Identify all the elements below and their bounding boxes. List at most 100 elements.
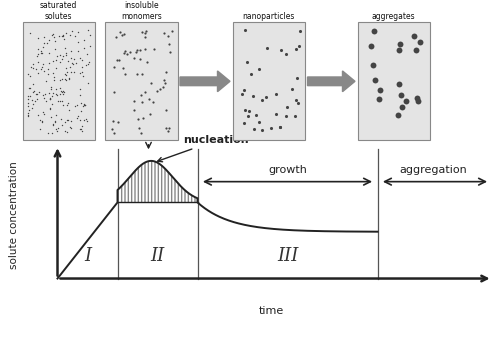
Point <box>59 34 67 39</box>
Point <box>54 126 62 131</box>
Point <box>28 65 36 70</box>
Text: I: I <box>84 247 91 265</box>
Point <box>36 126 44 132</box>
Point <box>238 91 246 97</box>
Point <box>162 107 170 113</box>
Point <box>24 103 32 108</box>
Point <box>32 66 40 72</box>
Point <box>142 90 150 95</box>
Point <box>78 100 86 106</box>
Point <box>122 49 130 54</box>
Point <box>118 32 126 37</box>
Point <box>78 70 86 75</box>
Point <box>46 106 54 112</box>
Point <box>139 116 147 121</box>
Point <box>82 116 90 121</box>
Point <box>82 102 90 107</box>
Point <box>24 110 32 115</box>
Point <box>62 72 70 77</box>
Point <box>292 97 300 103</box>
Point <box>40 40 48 46</box>
Point <box>76 55 84 61</box>
Point <box>168 28 175 34</box>
Point <box>136 56 144 62</box>
Point <box>48 84 56 90</box>
Point <box>32 91 40 97</box>
Point <box>74 29 82 35</box>
Point <box>59 91 67 97</box>
Point <box>52 57 60 63</box>
Point <box>160 80 168 85</box>
Point <box>39 92 47 98</box>
Point <box>142 59 150 64</box>
Point <box>68 61 76 66</box>
Point <box>62 52 70 57</box>
Point <box>50 78 58 83</box>
Point <box>36 51 44 56</box>
Point <box>33 54 41 59</box>
Text: II: II <box>150 247 164 265</box>
Point <box>71 103 79 109</box>
Point <box>37 66 45 72</box>
Point <box>46 96 54 101</box>
Point <box>56 77 64 82</box>
Point <box>84 61 92 67</box>
Point <box>44 72 52 77</box>
Point <box>30 88 38 94</box>
Point <box>28 106 36 111</box>
Point <box>110 130 118 136</box>
Point <box>241 27 249 33</box>
Point <box>120 71 128 77</box>
Point <box>74 39 82 45</box>
Point <box>142 29 150 34</box>
Point <box>248 94 256 99</box>
Point <box>38 119 46 125</box>
Point <box>58 90 66 95</box>
Point <box>132 49 140 55</box>
Point <box>240 107 248 113</box>
Point <box>53 53 61 59</box>
Text: aggregation: aggregation <box>400 165 468 175</box>
Point <box>26 30 34 36</box>
Point <box>395 47 403 52</box>
Point <box>396 41 404 47</box>
Point <box>73 115 81 120</box>
Text: aggregates: aggregates <box>372 12 416 21</box>
Point <box>80 103 88 108</box>
Point <box>60 54 68 59</box>
Point <box>56 99 64 104</box>
Point <box>59 88 67 93</box>
Point <box>67 55 75 61</box>
Text: insoluble
monomers: insoluble monomers <box>121 1 162 21</box>
Point <box>24 100 32 106</box>
Point <box>292 46 300 52</box>
Point <box>56 85 64 90</box>
Bar <box>232 22 305 140</box>
Point <box>52 92 60 98</box>
Point <box>68 48 76 53</box>
Bar <box>358 22 430 140</box>
Point <box>54 128 62 134</box>
Point <box>24 86 32 91</box>
Point <box>369 63 377 68</box>
Point <box>59 102 67 108</box>
Point <box>48 58 56 64</box>
Point <box>76 71 84 76</box>
Point <box>48 90 56 95</box>
Point <box>34 35 42 40</box>
Point <box>66 33 74 38</box>
Point <box>130 55 138 61</box>
Point <box>73 102 81 107</box>
Point <box>58 56 66 61</box>
Point <box>410 33 418 38</box>
Point <box>402 98 409 104</box>
Point <box>34 91 42 97</box>
Point <box>45 38 53 43</box>
Point <box>84 52 92 57</box>
Point <box>240 87 248 93</box>
Point <box>134 125 142 130</box>
Point <box>55 33 63 39</box>
Point <box>50 31 58 37</box>
Point <box>276 125 284 130</box>
Point <box>52 112 60 118</box>
